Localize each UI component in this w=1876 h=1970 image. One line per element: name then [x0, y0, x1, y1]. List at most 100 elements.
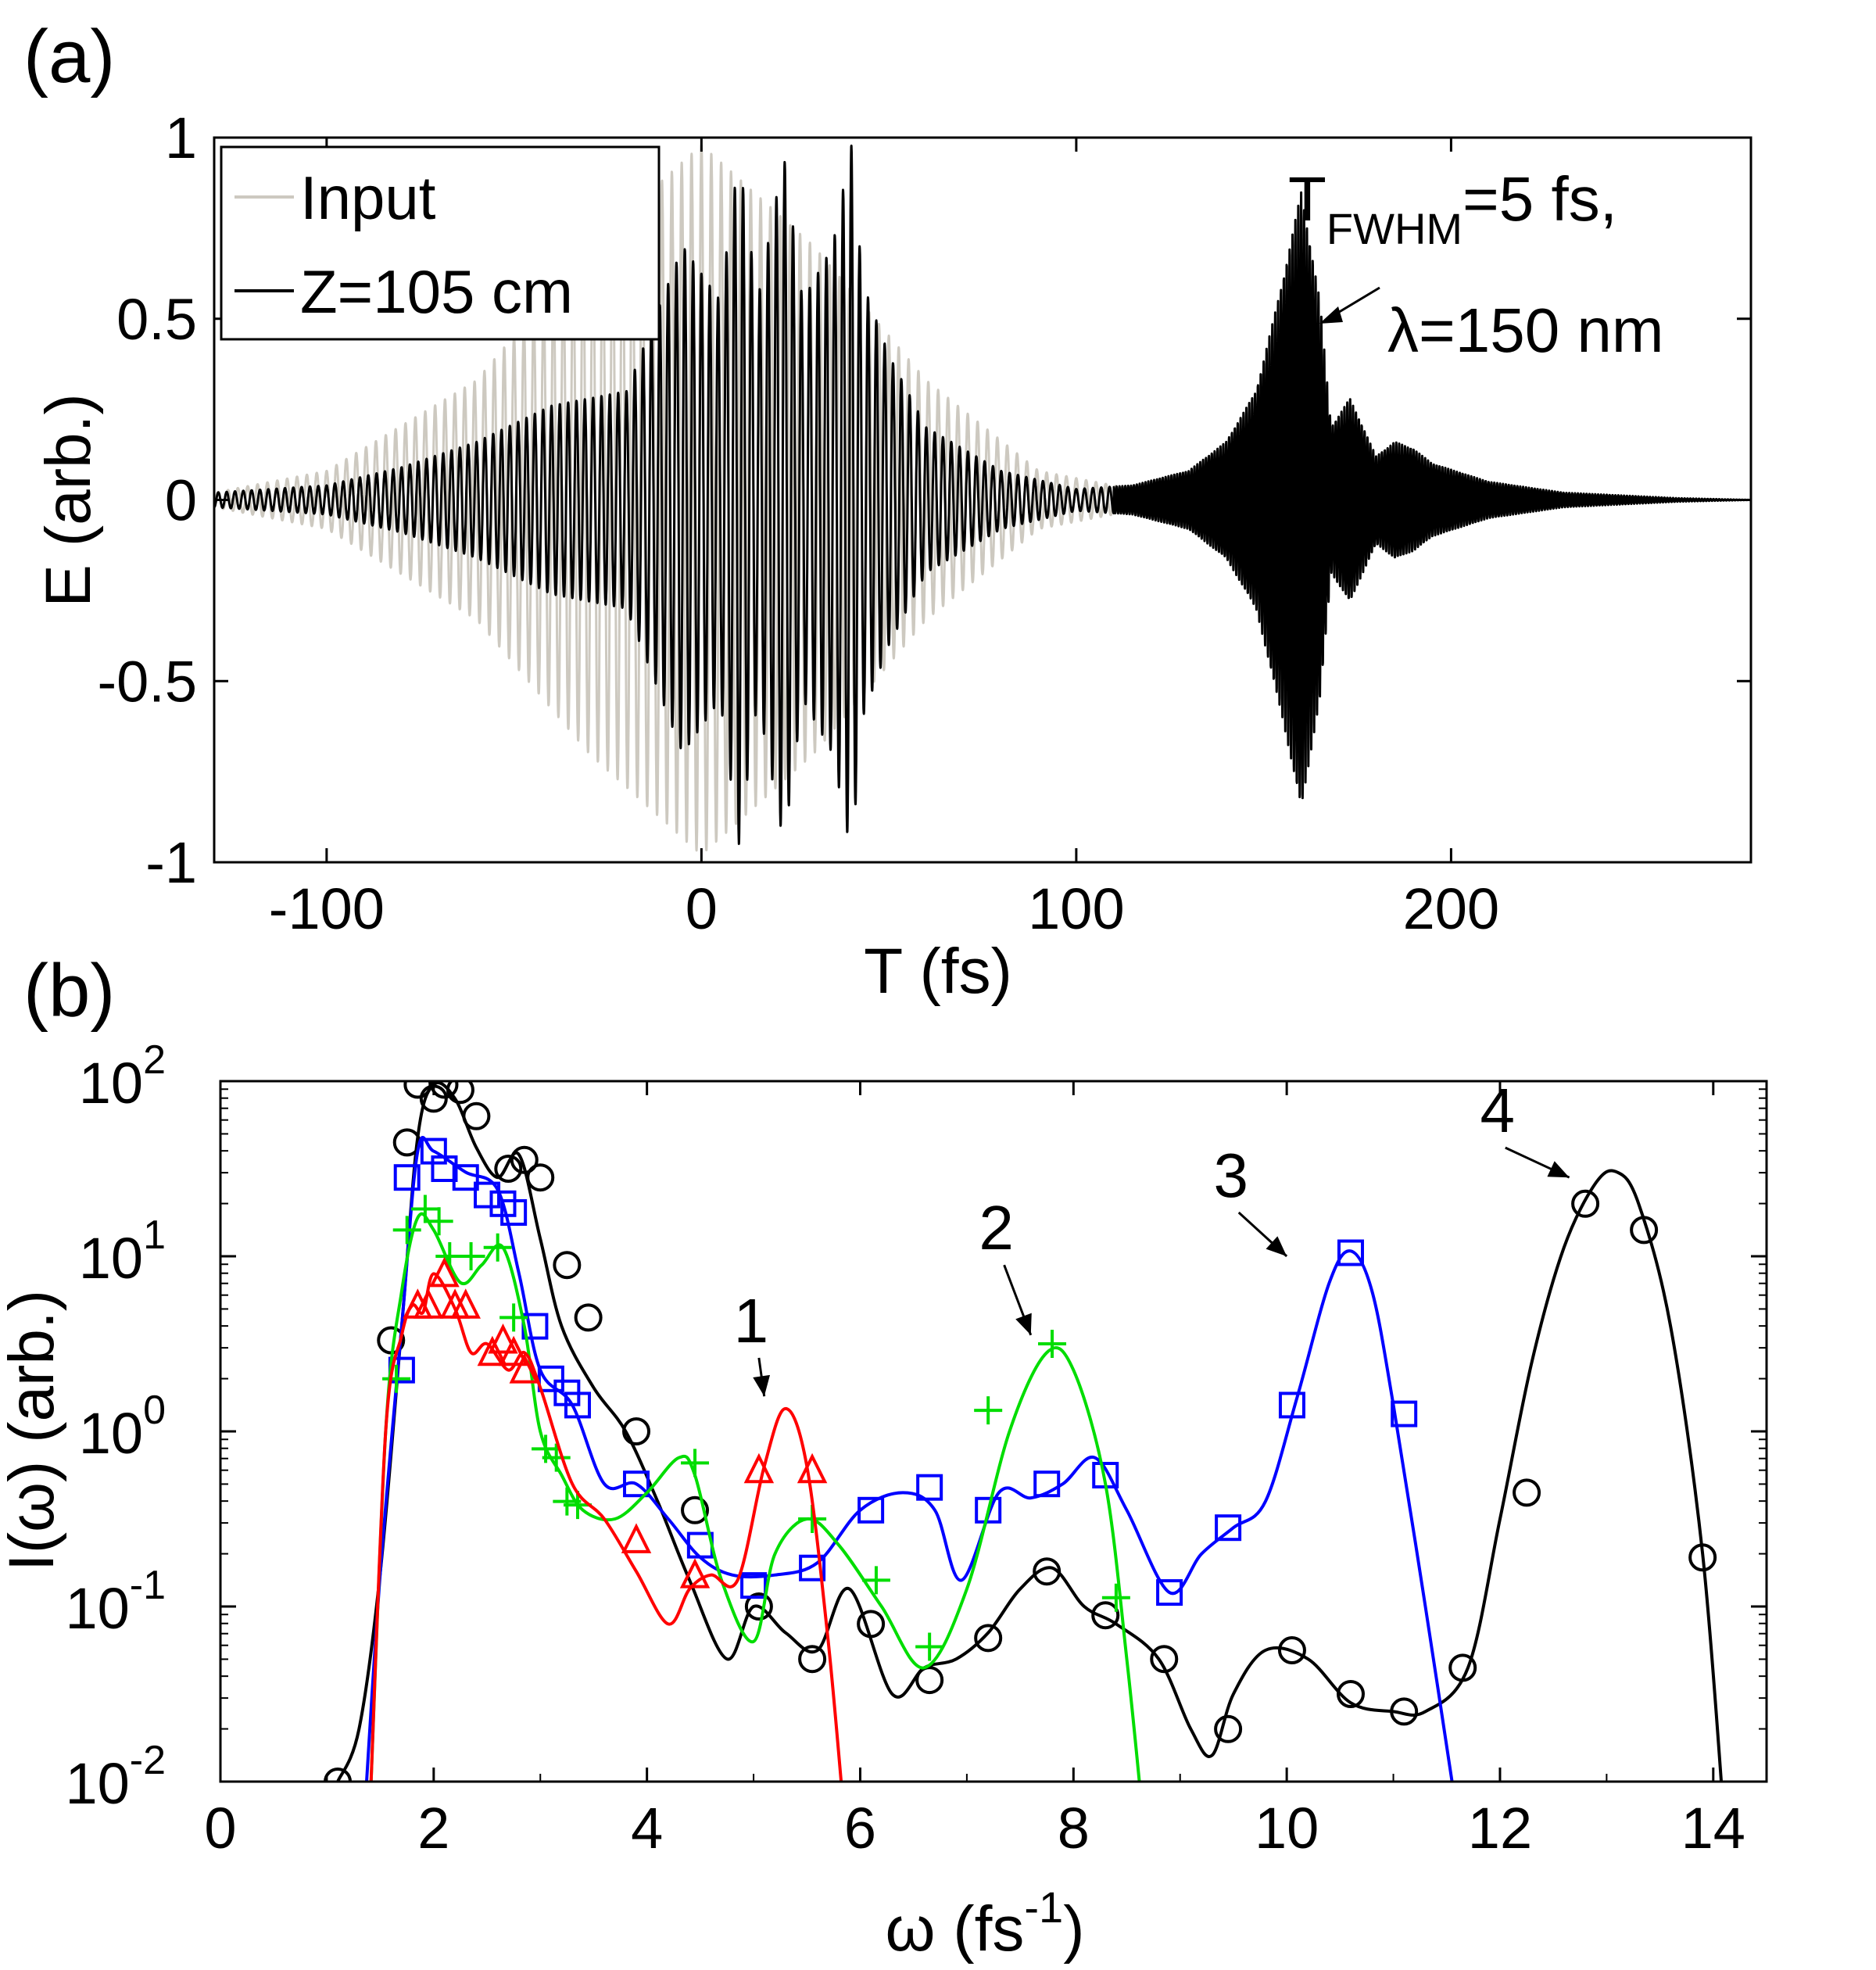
marker-circle: [1091, 1601, 1120, 1630]
marker-circle: [1630, 1216, 1659, 1245]
y-tick-label: -1: [145, 830, 197, 895]
marker-circle: [1214, 1714, 1243, 1743]
peak-arrowhead-2: [1015, 1313, 1032, 1335]
panel-b-y-axis-label: I(ω) (arb.): [0, 1290, 67, 1571]
annotation-wavelength: λ=150 nm: [1387, 296, 1664, 365]
series-3: [364, 1136, 1454, 1782]
marker-plus: [456, 1242, 485, 1270]
x-label-superscript: -1: [1024, 1882, 1063, 1932]
marker-plus: [392, 1216, 421, 1245]
marker-circle: [324, 1768, 353, 1782]
annotation-tfwhm: TFWHM=5 fs,: [1288, 164, 1617, 253]
panel-a-plot-area: [214, 144, 1751, 852]
y-tick-label: -0.5: [97, 649, 197, 714]
marker-circle: [1336, 1680, 1365, 1708]
marker-triangle: [450, 1288, 481, 1319]
panel-a-y-axis-label: E (arb.): [33, 393, 104, 607]
marker-circle: [430, 1081, 459, 1099]
marker-circle: [1150, 1645, 1179, 1674]
marker-circle: [1513, 1478, 1541, 1507]
annotation-arrowhead: [1319, 306, 1343, 324]
marker-circle: [1390, 1697, 1419, 1726]
marker-square: [1278, 1392, 1305, 1419]
y-tick-label: 0: [165, 468, 197, 533]
marker-square: [857, 1496, 885, 1524]
marker-plus: [542, 1443, 571, 1472]
x-tick-label: 100: [1028, 876, 1124, 941]
legend-label-input: Input: [300, 163, 436, 232]
marker-plus: [424, 1207, 453, 1236]
marker-circle: [553, 1251, 582, 1280]
marker-square: [537, 1365, 564, 1392]
panel-b-plot-area: [324, 1081, 1724, 1782]
x-tick-label: 0: [204, 1796, 236, 1861]
x-tick-label: 2: [417, 1796, 449, 1861]
y-tick-label: 1: [165, 106, 197, 170]
y-tick-exponent: 1: [143, 1212, 166, 1258]
marker-circle: [1277, 1636, 1306, 1664]
panel-a-ticks: -100 0 100 200 -1 -0.5 0 0.5 1: [97, 106, 1751, 941]
x-tick-label: 14: [1681, 1796, 1745, 1861]
marker-triangle: [621, 1523, 652, 1553]
x-tick-label: 6: [844, 1796, 876, 1861]
marker-square: [1337, 1239, 1364, 1266]
peak-arrowhead-4: [1547, 1161, 1570, 1178]
marker-triangle: [797, 1452, 828, 1484]
marker-square: [1033, 1470, 1061, 1498]
y-tick-label: 100: [79, 1388, 166, 1466]
x-tick-label: 4: [631, 1796, 663, 1861]
panel-a-legend: Input Z=105 cm: [220, 145, 661, 341]
y-tick-base: 10: [79, 1051, 143, 1116]
marker-circle: [1571, 1189, 1600, 1218]
marker-triangle: [509, 1353, 540, 1384]
marker-triangle: [743, 1452, 775, 1484]
x-tick-label: 200: [1403, 876, 1499, 941]
marker-circle: [974, 1624, 1003, 1653]
marker-square: [500, 1199, 528, 1226]
y-tick-exponent: -2: [130, 1738, 166, 1783]
panel-b-axes-box: [219, 1080, 1768, 1783]
annotation-fwhm-subscript: FWHM: [1326, 204, 1462, 253]
series-4-line: [336, 1081, 1724, 1782]
marker-triangle: [679, 1558, 711, 1589]
marker-triangle: [488, 1323, 518, 1354]
series-4: [324, 1081, 1724, 1782]
panel-a-label: (a): [23, 15, 115, 98]
y-tick-label: 0.5: [116, 287, 197, 352]
peak-arrowhead-1: [753, 1374, 771, 1397]
x-tick-label: 12: [1468, 1796, 1532, 1861]
marker-plus: [499, 1303, 528, 1332]
marker-plus: [915, 1632, 944, 1661]
marker-plus: [681, 1449, 710, 1478]
marker-plus: [1038, 1330, 1067, 1358]
marker-circle: [1033, 1557, 1062, 1586]
y-tick-label: 102: [79, 1037, 166, 1116]
marker-square: [623, 1470, 650, 1498]
marker-circle: [446, 1081, 474, 1105]
panel-a-x-axis-label: T (fs): [864, 936, 1012, 1007]
panel-a: -100 0 100 200 -1 -0.5 0 0.5 1 T (fs) E (arb.) I…: [33, 106, 1752, 1007]
x-tick-label: -100: [269, 876, 385, 941]
y-tick-exponent: 2: [143, 1037, 166, 1083]
y-tick-exponent: 0: [143, 1388, 166, 1433]
marker-triangle: [429, 1256, 460, 1288]
marker-square: [799, 1554, 826, 1581]
marker-square: [975, 1496, 1002, 1524]
marker-circle: [462, 1101, 491, 1130]
series-z105-line: [214, 144, 1751, 845]
legend-box: [220, 145, 661, 341]
y-tick-label: 10-1: [65, 1563, 166, 1641]
y-tick-base: 10: [65, 1576, 129, 1641]
marker-circle: [681, 1495, 710, 1524]
marker-circle: [403, 1081, 432, 1099]
y-tick-base: 10: [79, 1226, 143, 1291]
peak-label-3: 3: [1214, 1141, 1249, 1210]
series-2-line: [369, 1212, 1141, 1782]
marker-circle: [857, 1610, 886, 1639]
marker-circle: [494, 1155, 523, 1183]
marker-square: [1156, 1579, 1183, 1606]
y-tick-base: 10: [65, 1751, 129, 1816]
